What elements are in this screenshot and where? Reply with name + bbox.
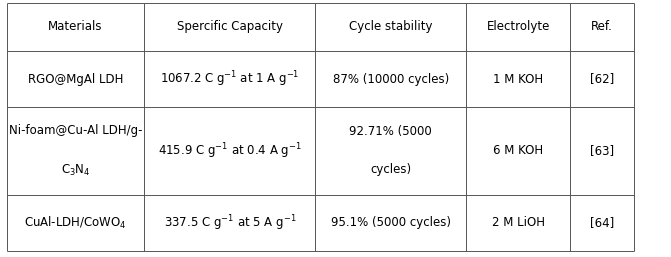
Text: 87% (10000 cycles): 87% (10000 cycles) xyxy=(333,72,449,86)
Text: 415.9 C g$^{-1}$ at 0.4 A g$^{-1}$: 415.9 C g$^{-1}$ at 0.4 A g$^{-1}$ xyxy=(158,141,302,161)
Text: 6 M KOH: 6 M KOH xyxy=(493,144,544,158)
Text: [63]: [63] xyxy=(590,144,614,158)
Text: 95.1% (5000 cycles): 95.1% (5000 cycles) xyxy=(331,216,451,230)
Text: [62]: [62] xyxy=(590,72,615,86)
Text: CuAl-LDH/CoWO$_4$: CuAl-LDH/CoWO$_4$ xyxy=(24,215,127,231)
Text: RGO@MgAl LDH: RGO@MgAl LDH xyxy=(28,72,123,86)
Text: Electrolyte: Electrolyte xyxy=(486,21,550,33)
Text: 337.5 C g$^{-1}$ at 5 A g$^{-1}$: 337.5 C g$^{-1}$ at 5 A g$^{-1}$ xyxy=(164,213,296,233)
Text: Spercific Capacity: Spercific Capacity xyxy=(177,21,282,33)
Text: [64]: [64] xyxy=(590,216,615,230)
Text: 1067.2 C g$^{-1}$ at 1 A g$^{-1}$: 1067.2 C g$^{-1}$ at 1 A g$^{-1}$ xyxy=(160,69,299,89)
Text: Materials: Materials xyxy=(48,21,103,33)
Text: 2 M LiOH: 2 M LiOH xyxy=(492,216,545,230)
Text: Ref.: Ref. xyxy=(591,21,613,33)
Text: 1 M KOH: 1 M KOH xyxy=(493,72,544,86)
Text: 92.71% (5000

cycles): 92.71% (5000 cycles) xyxy=(350,125,432,177)
Text: Cycle stability: Cycle stability xyxy=(349,21,433,33)
Text: Ni-foam@Cu-Al LDH/g-

C$_3$N$_4$: Ni-foam@Cu-Al LDH/g- C$_3$N$_4$ xyxy=(9,124,142,178)
